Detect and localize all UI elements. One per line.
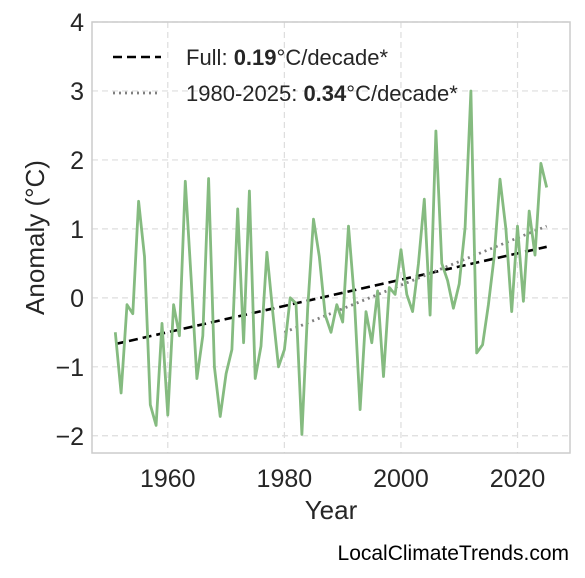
legend-entry-text: Full: 0.19°C/decade* [186, 45, 388, 70]
legend-unit: °C/decade* [277, 45, 389, 70]
legend-prefix: 1980-2025: [186, 81, 303, 106]
x-tick-labels: 1960 1980 2000 2020 [140, 465, 545, 493]
watermark: LocalClimateTrends.com [337, 542, 569, 565]
y-tick-label: 1 [70, 216, 84, 244]
x-tick-label: 2020 [490, 465, 546, 493]
x-axis-label: Year [305, 495, 358, 525]
legend-rate-value: 0.19 [234, 45, 277, 70]
x-tick-label: 1960 [140, 465, 196, 493]
x-tick-label: 2000 [373, 465, 429, 493]
legend: Full: 0.19°C/decade*1980-2025: 0.34°C/de… [113, 45, 458, 106]
y-tick-labels: −2 −1 0 1 2 3 4 [55, 9, 84, 451]
y-tick-label: −2 [55, 423, 84, 451]
legend-unit: °C/decade* [346, 81, 458, 106]
y-tick-label: 3 [70, 78, 84, 106]
legend-rate-value: 0.34 [303, 81, 347, 106]
x-tick-label: 1980 [257, 465, 313, 493]
y-tick-label: 0 [70, 285, 84, 313]
series-lines [113, 89, 549, 436]
legend-prefix: Full: [186, 45, 234, 70]
plot-frame [91, 21, 571, 454]
y-tick-label: 2 [70, 147, 84, 175]
recent-trend-line [283, 224, 548, 334]
y-axis-label: Anomaly (°C) [20, 160, 50, 315]
y-tick-label: −1 [55, 354, 84, 382]
anomaly-series-line [113, 89, 549, 436]
legend-entry-text: 1980-2025: 0.34°C/decade* [186, 81, 458, 106]
y-tick-label: 4 [70, 9, 84, 37]
